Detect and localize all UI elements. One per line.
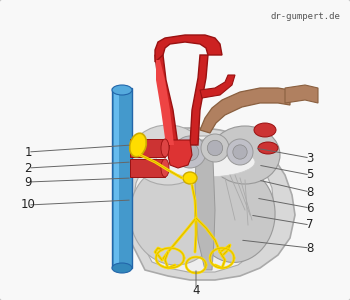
Text: 5: 5 bbox=[306, 169, 314, 182]
Polygon shape bbox=[112, 88, 132, 268]
Polygon shape bbox=[155, 55, 178, 145]
Text: 6: 6 bbox=[306, 202, 314, 214]
Ellipse shape bbox=[258, 142, 278, 154]
Text: 7: 7 bbox=[306, 218, 314, 232]
Polygon shape bbox=[122, 128, 295, 280]
Text: 2: 2 bbox=[24, 161, 32, 175]
Ellipse shape bbox=[254, 123, 276, 137]
Polygon shape bbox=[200, 75, 235, 98]
Circle shape bbox=[227, 139, 253, 165]
Ellipse shape bbox=[130, 133, 146, 157]
Ellipse shape bbox=[183, 172, 197, 184]
Text: dr-gumpert.de: dr-gumpert.de bbox=[270, 12, 340, 21]
Polygon shape bbox=[114, 90, 119, 266]
Polygon shape bbox=[132, 136, 274, 272]
Circle shape bbox=[207, 140, 223, 156]
Text: 1: 1 bbox=[24, 146, 32, 158]
Polygon shape bbox=[130, 159, 165, 177]
Text: 8: 8 bbox=[306, 242, 314, 254]
Polygon shape bbox=[156, 60, 174, 145]
Circle shape bbox=[201, 134, 229, 162]
Circle shape bbox=[174, 136, 206, 168]
Polygon shape bbox=[190, 55, 208, 145]
Ellipse shape bbox=[130, 165, 220, 265]
Ellipse shape bbox=[112, 85, 132, 95]
Text: 4: 4 bbox=[192, 284, 200, 296]
Polygon shape bbox=[200, 88, 290, 133]
Circle shape bbox=[181, 143, 199, 161]
Polygon shape bbox=[155, 35, 222, 62]
Polygon shape bbox=[195, 140, 215, 270]
Ellipse shape bbox=[131, 125, 205, 185]
Ellipse shape bbox=[112, 263, 132, 273]
Ellipse shape bbox=[161, 139, 169, 157]
Ellipse shape bbox=[195, 168, 275, 262]
Polygon shape bbox=[285, 85, 318, 103]
Text: 10: 10 bbox=[21, 199, 35, 212]
Polygon shape bbox=[168, 140, 192, 168]
Text: 9: 9 bbox=[24, 176, 32, 188]
Ellipse shape bbox=[161, 159, 169, 177]
Text: 3: 3 bbox=[306, 152, 314, 164]
Circle shape bbox=[233, 145, 247, 159]
Ellipse shape bbox=[210, 126, 280, 184]
Ellipse shape bbox=[155, 147, 255, 177]
Text: 8: 8 bbox=[306, 185, 314, 199]
Polygon shape bbox=[130, 139, 165, 157]
